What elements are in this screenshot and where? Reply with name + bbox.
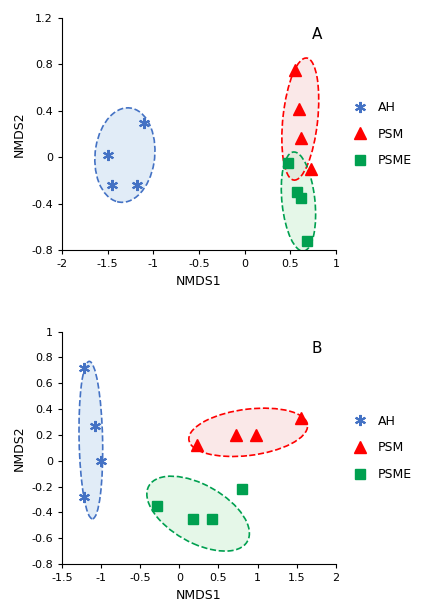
Y-axis label: NMDS2: NMDS2 xyxy=(12,112,26,157)
X-axis label: NMDS1: NMDS1 xyxy=(176,589,222,600)
Ellipse shape xyxy=(79,361,103,519)
Text: A: A xyxy=(312,27,322,42)
Ellipse shape xyxy=(147,476,249,551)
Ellipse shape xyxy=(95,108,155,202)
Legend: AH, PSM, PSME: AH, PSM, PSME xyxy=(348,101,412,167)
Ellipse shape xyxy=(281,152,316,251)
Y-axis label: NMDS2: NMDS2 xyxy=(12,425,26,470)
Text: B: B xyxy=(312,341,322,356)
Legend: AH, PSM, PSME: AH, PSM, PSME xyxy=(348,415,412,481)
Ellipse shape xyxy=(282,58,319,180)
X-axis label: NMDS1: NMDS1 xyxy=(176,275,222,288)
Ellipse shape xyxy=(189,408,308,457)
